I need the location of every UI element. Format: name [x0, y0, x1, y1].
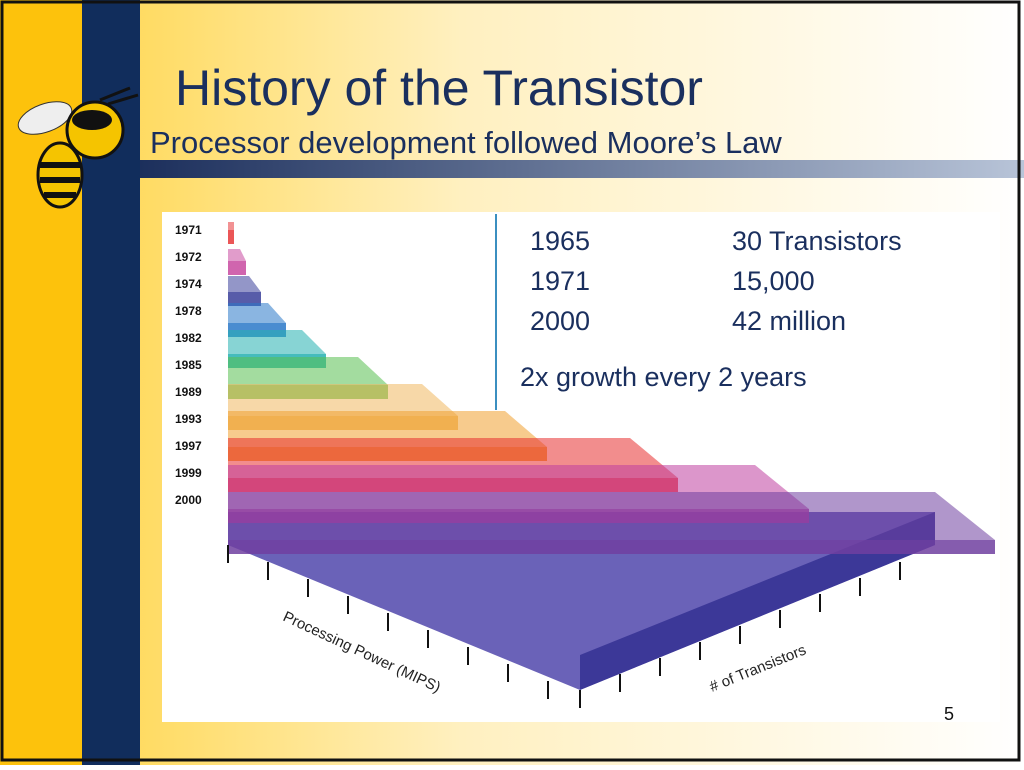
fact-year: 1971: [530, 266, 590, 296]
year-label: 1989: [175, 385, 202, 399]
fact-count: 42 million: [732, 306, 846, 336]
year-label: 1997: [175, 439, 202, 453]
bar-top: [228, 384, 458, 416]
bar-front: [228, 230, 234, 244]
fact-year: 1965: [530, 226, 590, 256]
year-label: 1982: [175, 331, 202, 345]
bar-top: [228, 492, 995, 540]
bar-top: [228, 276, 261, 292]
fact-count: 15,000: [732, 266, 815, 296]
year-label: 1985: [175, 358, 202, 372]
title-rule: [140, 160, 1024, 178]
page-number: 5: [944, 704, 954, 724]
subtitle: Processor development followed Moore’s L…: [150, 125, 782, 160]
bar-front: [228, 292, 261, 306]
year-label: 1978: [175, 304, 202, 318]
year-label: 1974: [175, 277, 202, 291]
year-label: 1999: [175, 466, 202, 480]
bar-front: [228, 261, 246, 275]
title: History of the Transistor: [175, 60, 703, 116]
bee-logo: [17, 86, 139, 209]
note: 2x growth every 2 years: [520, 362, 807, 392]
year-label: 1972: [175, 250, 202, 264]
year-label: 1993: [175, 412, 202, 426]
fact-count: 30 Transistors: [732, 226, 902, 256]
bar-top: [228, 222, 234, 230]
year-label: 2000: [175, 493, 202, 507]
base-slab: [228, 512, 935, 690]
bar-top: [228, 357, 388, 385]
facts: 1965 30 Transistors 1971 15,000 2000 42 milli…: [530, 226, 902, 336]
bar-top: [228, 303, 286, 323]
base-face: [580, 512, 935, 690]
fact-year: 2000: [530, 306, 590, 336]
bar-top: [228, 330, 326, 354]
bar-top: [228, 249, 246, 261]
year-label: 1971: [175, 223, 202, 237]
bar-front: [228, 540, 995, 554]
